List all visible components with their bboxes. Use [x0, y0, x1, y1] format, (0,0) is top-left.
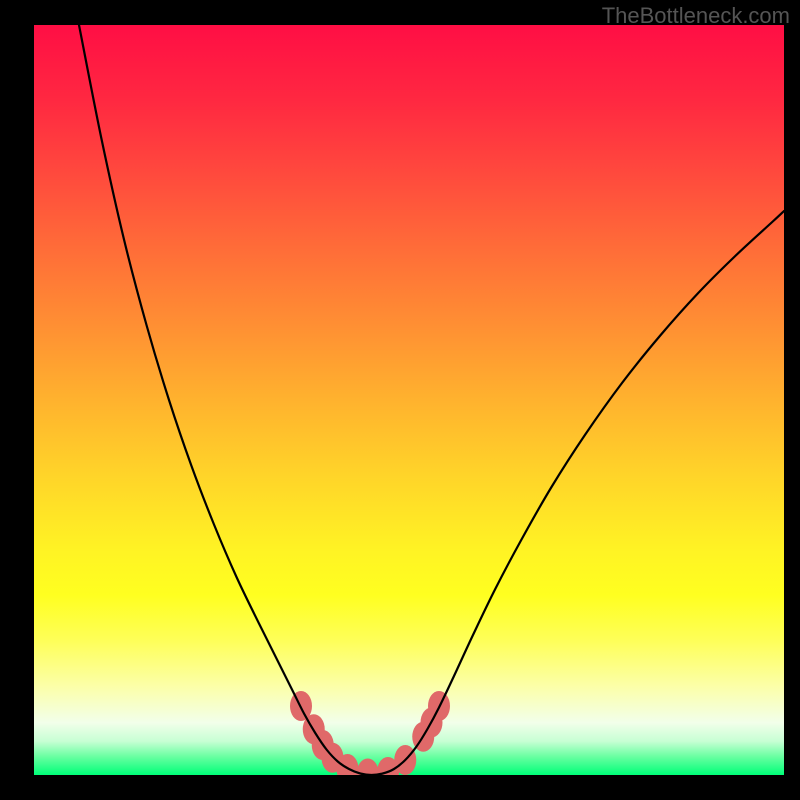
- plot-area: [34, 25, 784, 775]
- chart-svg: [34, 25, 784, 775]
- watermark-text: TheBottleneck.com: [602, 3, 790, 29]
- chart-container: TheBottleneck.com: [0, 0, 800, 800]
- plot-background: [34, 25, 784, 775]
